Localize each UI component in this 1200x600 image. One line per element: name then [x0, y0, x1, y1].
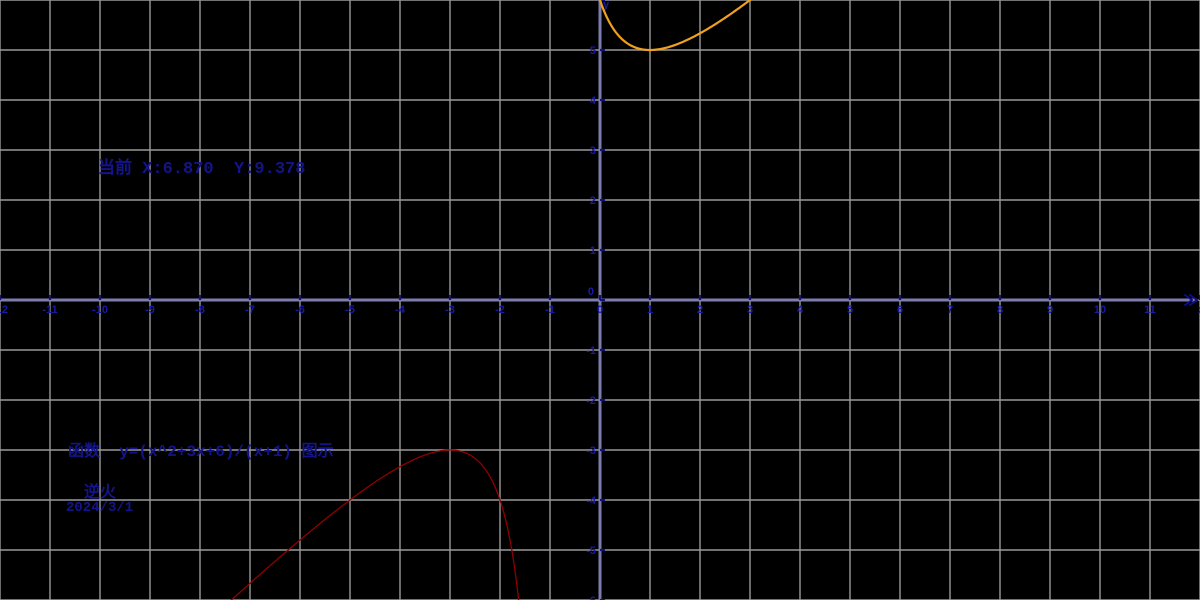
svg-text:-6: -6 — [295, 304, 305, 316]
svg-text:0: 0 — [597, 304, 603, 316]
svg-text:10: 10 — [1094, 304, 1106, 316]
svg-text:6: 6 — [897, 304, 903, 316]
svg-text:-7: -7 — [245, 304, 255, 316]
svg-text:9: 9 — [1047, 304, 1053, 316]
svg-text:11: 11 — [1144, 304, 1156, 316]
svg-text:3: 3 — [747, 304, 753, 316]
svg-text:-2: -2 — [495, 304, 505, 316]
svg-text:-6: -6 — [586, 595, 596, 600]
svg-text:5: 5 — [590, 45, 596, 57]
svg-text:8: 8 — [997, 304, 1003, 316]
svg-text:-5: -5 — [586, 545, 596, 557]
svg-text:-5: -5 — [345, 304, 355, 316]
svg-text:7: 7 — [947, 304, 953, 316]
svg-text:-3: -3 — [586, 445, 596, 457]
svg-text:-12: -12 — [0, 304, 8, 316]
svg-text:4: 4 — [590, 95, 597, 107]
svg-text:-9: -9 — [145, 304, 155, 316]
svg-text:2: 2 — [697, 304, 703, 316]
svg-text:-1: -1 — [545, 304, 555, 316]
svg-text:3: 3 — [590, 145, 596, 157]
svg-text:4: 4 — [797, 304, 804, 316]
svg-text:-4: -4 — [395, 304, 406, 316]
svg-text:-8: -8 — [195, 304, 205, 316]
svg-text:5: 5 — [847, 304, 853, 316]
svg-text:-3: -3 — [445, 304, 455, 316]
svg-text:-10: -10 — [92, 304, 108, 316]
svg-text:-4: -4 — [586, 495, 597, 507]
svg-text:-2: -2 — [586, 395, 596, 407]
svg-text:1: 1 — [590, 245, 596, 257]
svg-text:0: 0 — [588, 286, 594, 298]
svg-text:-1: -1 — [586, 345, 596, 357]
svg-text:1: 1 — [647, 304, 653, 316]
svg-text:-11: -11 — [42, 304, 57, 316]
svg-text:2: 2 — [590, 195, 596, 207]
